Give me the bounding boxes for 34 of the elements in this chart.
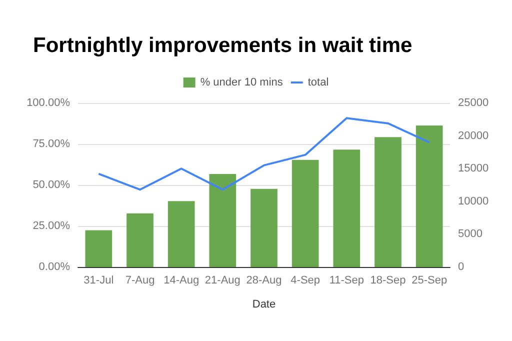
bar	[85, 230, 112, 267]
y-tick-label: 25.00%	[32, 220, 70, 232]
y2-tick-label: 0	[458, 261, 464, 273]
x-tick-label: 14-Aug	[164, 274, 200, 286]
y2-tick-label: 25000	[458, 97, 489, 109]
y2-tick-label: 20000	[458, 130, 489, 142]
x-tick-label: 21-Aug	[204, 274, 240, 286]
bar	[416, 125, 443, 267]
y2-tick-label: 10000	[458, 195, 489, 208]
x-tick-label: 11-Sep	[329, 274, 364, 286]
x-tick-label: 4-Sep	[290, 274, 320, 286]
bar	[292, 160, 319, 267]
legend-label: total	[308, 76, 329, 88]
bar	[168, 201, 195, 267]
bar	[209, 174, 236, 267]
legend-label: % under 10 mins	[200, 76, 284, 88]
bar	[374, 137, 402, 267]
x-tick-label: 18-Sep	[370, 274, 406, 286]
y-tick-label: 75.00%	[32, 138, 70, 150]
x-tick-label: 7-Aug	[125, 274, 155, 286]
x-tick-label: 28-Aug	[246, 274, 282, 286]
line-series	[98, 117, 430, 191]
bar	[333, 150, 360, 267]
y2-tick-label: 5000	[458, 228, 482, 240]
y2-tick-label: 15000	[458, 162, 489, 175]
x-tick-label: 31-Jul	[84, 274, 114, 286]
x-axis-title: Date	[252, 298, 276, 310]
bar	[126, 213, 154, 267]
chart-title: Fortnightly improvements in wait time	[33, 34, 412, 57]
y-tick-label: 50.00%	[32, 179, 70, 191]
bar	[250, 188, 278, 267]
y-tick-label: 0.00%	[38, 261, 70, 273]
x-tick-label: 25-Sep	[412, 274, 448, 286]
y-tick-label: 100.00%	[26, 97, 70, 109]
